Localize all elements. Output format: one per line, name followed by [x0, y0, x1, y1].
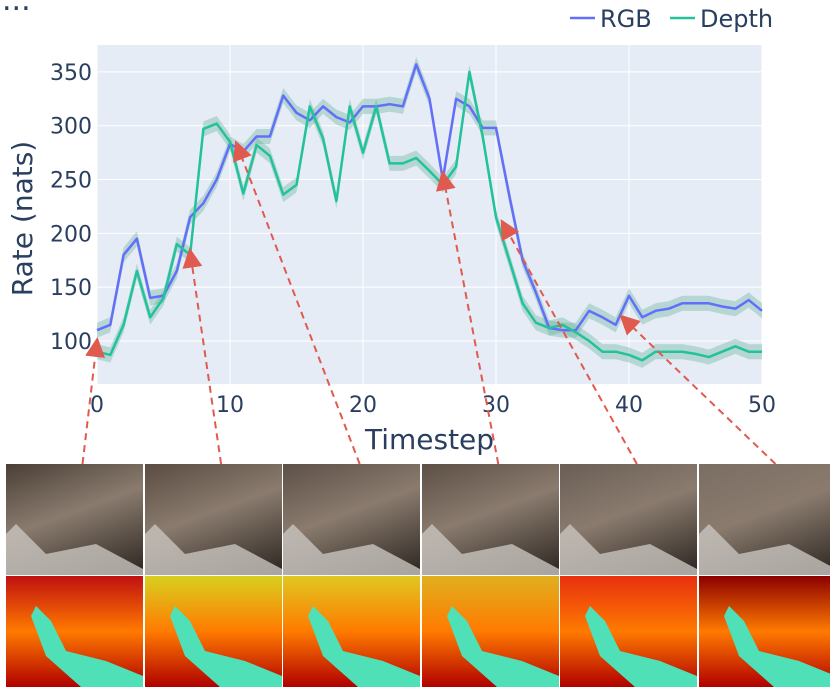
y-tick-label: 100 [50, 330, 92, 355]
y-tick-labels: 100 150 200 250 300 350 [50, 61, 92, 355]
y-tick-label: 250 [50, 169, 92, 194]
legend: RGB Depth [570, 5, 773, 33]
depth-frame-1 [6, 576, 143, 687]
y-tick-label: 300 [50, 115, 92, 140]
series-line-rgb [96, 63, 763, 332]
rgb-frame-2 [144, 464, 282, 575]
band-rgb [97, 56, 762, 338]
depth-frame-3 [283, 576, 421, 687]
rgb-frame-1 [6, 464, 143, 575]
legend-label: RGB [600, 5, 652, 33]
depth-frame-6 [699, 576, 830, 687]
x-tick-label: 20 [349, 393, 377, 418]
y-tick-label: 200 [50, 222, 92, 247]
rgb-frame-6 [699, 464, 830, 575]
x-tick-labels: 0 10 20 30 40 50 [90, 393, 776, 418]
depth-frame-4 [421, 576, 559, 687]
x-tick-label: 10 [216, 393, 244, 418]
x-tick-label: 40 [615, 393, 643, 418]
y-tick-label: 350 [50, 61, 92, 86]
rgb-frame-5 [560, 464, 698, 575]
x-tick-label: 0 [90, 393, 104, 418]
y-axis-label: Rate (nats) [6, 141, 39, 296]
depth-frame-5 [560, 576, 698, 687]
x-tick-label: 50 [748, 393, 776, 418]
chart-title-fragment: ... [2, 0, 31, 18]
confidence-bands [97, 56, 762, 368]
x-axis-label: Timestep [364, 423, 494, 456]
x-tick-label: 30 [482, 393, 510, 418]
rgb-frame-4 [421, 464, 559, 575]
rgb-frame-3 [283, 464, 421, 575]
depth-frame-2 [144, 576, 282, 687]
y-tick-label: 150 [50, 276, 92, 301]
legend-label: Depth [700, 5, 773, 33]
grid-lines [96, 45, 763, 384]
